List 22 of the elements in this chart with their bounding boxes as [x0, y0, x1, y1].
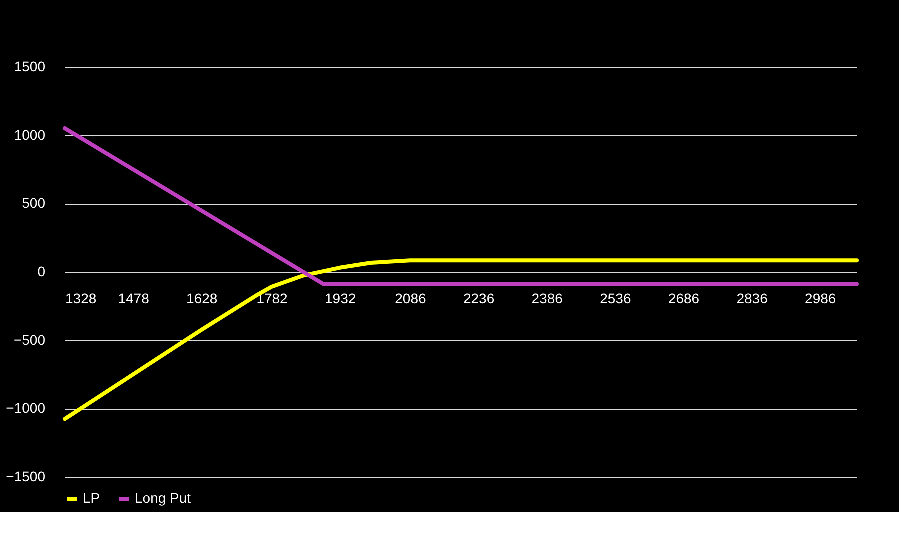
- legend-label: LP: [83, 490, 100, 506]
- x-tick-label: 2536: [600, 290, 632, 306]
- x-tick-label: 1782: [256, 290, 288, 306]
- legend-label: Long Put: [135, 490, 192, 506]
- x-tick-label: 2086: [395, 290, 426, 306]
- y-tick-label: 1000: [14, 126, 46, 143]
- x-tick-label: 2236: [463, 290, 495, 306]
- line-series: [63, 258, 859, 422]
- x-tick-label: 2836: [736, 290, 768, 306]
- x-tick-label: 2386: [532, 290, 564, 306]
- y-tick-label: −1500: [6, 468, 46, 484]
- x-tick-label: 2686: [668, 290, 700, 306]
- y-tick-label: 1500: [14, 58, 46, 74]
- y-tick-label: 500: [22, 195, 46, 212]
- y-tick-label: 0: [38, 264, 46, 280]
- x-tick-label: 1628: [186, 290, 218, 306]
- x-tick-label: 1932: [325, 290, 356, 306]
- x-tick-label: 1328: [66, 290, 97, 306]
- x-tick-label: 2986: [805, 290, 836, 306]
- y-tick-label: −1000: [6, 400, 46, 416]
- x-tick-label: 1478: [118, 290, 150, 306]
- y-tick-label: −500: [14, 332, 46, 348]
